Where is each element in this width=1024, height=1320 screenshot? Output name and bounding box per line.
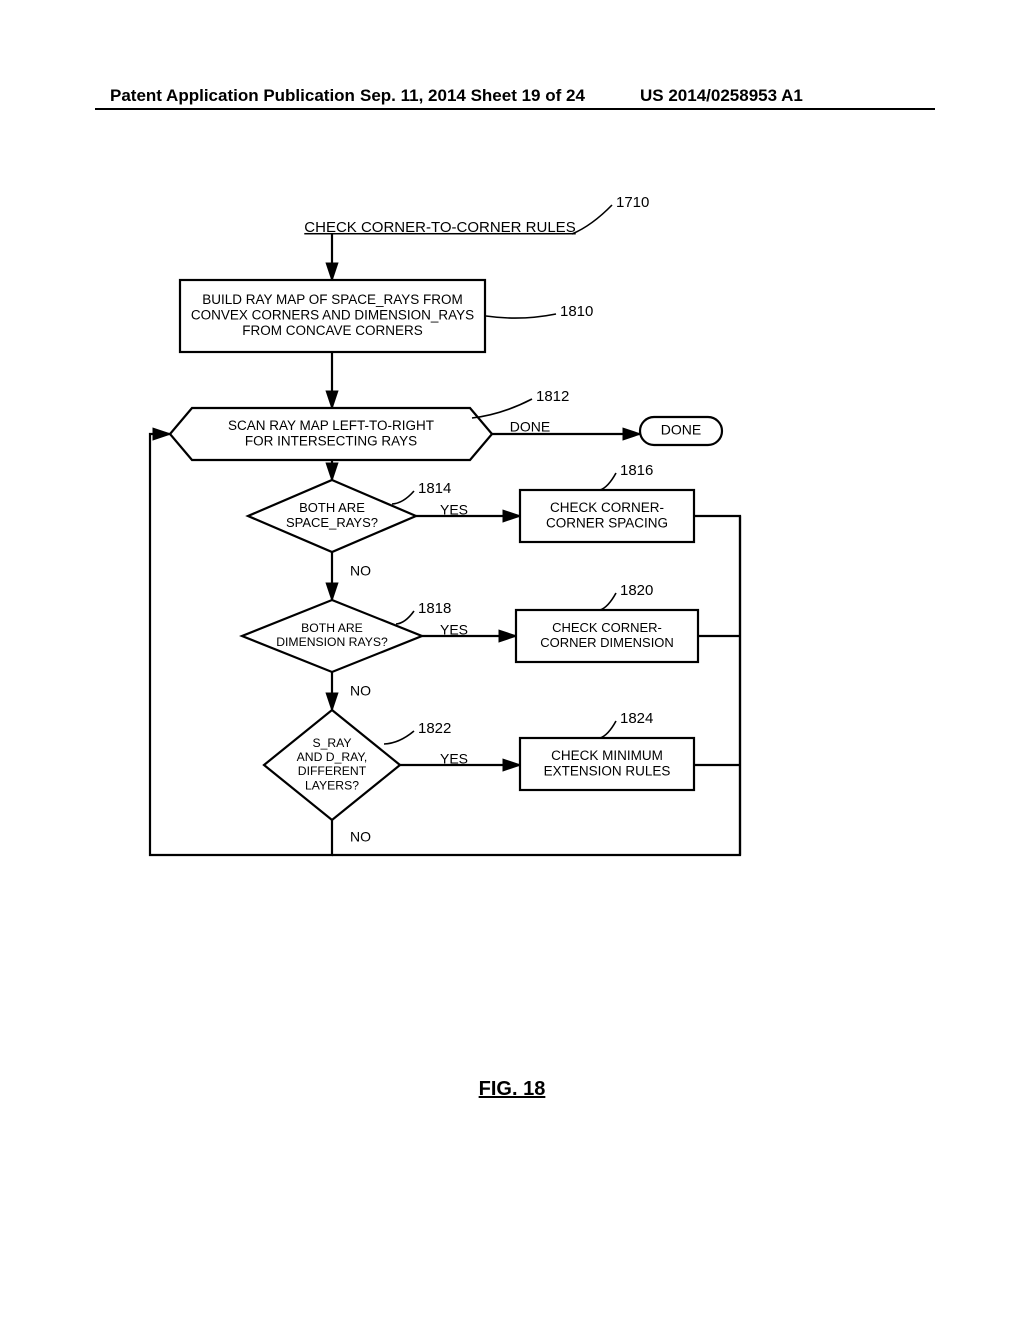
svg-text:CONVEX CORNERS AND DIMENSION_R: CONVEX CORNERS AND DIMENSION_RAYS [191, 308, 474, 323]
svg-text:DONE: DONE [510, 419, 550, 435]
svg-text:BOTH ARE: BOTH ARE [299, 500, 365, 515]
figure-label: FIG. 18 [0, 1078, 1024, 1101]
svg-text:YES: YES [440, 751, 468, 767]
svg-text:LAYERS?: LAYERS? [305, 778, 359, 792]
svg-text:CORNER SPACING: CORNER SPACING [546, 515, 668, 530]
svg-text:1812: 1812 [536, 388, 569, 405]
svg-text:CHECK CORNER-: CHECK CORNER- [550, 500, 664, 515]
svg-text:AND D_RAY,: AND D_RAY, [297, 750, 368, 764]
svg-text:DONE: DONE [661, 422, 701, 438]
svg-text:1814: 1814 [418, 480, 451, 497]
svg-text:DIFFERENT: DIFFERENT [298, 764, 367, 778]
svg-text:NO: NO [350, 683, 371, 699]
svg-text:NO: NO [350, 829, 371, 845]
svg-text:SCAN RAY MAP LEFT-TO-RIGHT: SCAN RAY MAP LEFT-TO-RIGHT [228, 418, 434, 433]
svg-text:CHECK MINIMUM: CHECK MINIMUM [551, 748, 663, 763]
svg-text:CHECK CORNER-TO-CORNER RULES: CHECK CORNER-TO-CORNER RULES [304, 219, 575, 236]
svg-text:1816: 1816 [620, 462, 653, 479]
svg-text:1818: 1818 [418, 600, 451, 617]
svg-text:FROM CONCAVE CORNERS: FROM CONCAVE CORNERS [242, 323, 423, 338]
svg-text:YES: YES [440, 622, 468, 638]
flowchart-svg: CHECK CORNER-TO-CORNER RULES 1710 BUILD RA… [0, 0, 1024, 1320]
svg-text:NO: NO [350, 563, 371, 579]
svg-text:1710: 1710 [616, 194, 649, 211]
svg-text:CORNER DIMENSION: CORNER DIMENSION [540, 635, 674, 650]
svg-text:1810: 1810 [560, 303, 593, 320]
svg-text:1824: 1824 [620, 710, 653, 727]
svg-text:EXTENSION RULES: EXTENSION RULES [544, 763, 671, 778]
svg-text:FOR INTERSECTING RAYS: FOR INTERSECTING RAYS [245, 433, 417, 448]
svg-text:BOTH ARE: BOTH ARE [301, 621, 363, 635]
svg-text:1820: 1820 [620, 582, 653, 599]
page: Patent Application Publication Sep. 11, … [0, 0, 1024, 1320]
svg-text:CHECK CORNER-: CHECK CORNER- [552, 620, 662, 635]
svg-text:S_RAY: S_RAY [312, 736, 351, 750]
svg-text:YES: YES [440, 502, 468, 518]
svg-text:1822: 1822 [418, 720, 451, 737]
svg-text:SPACE_RAYS?: SPACE_RAYS? [286, 515, 378, 530]
svg-text:DIMENSION RAYS?: DIMENSION RAYS? [276, 635, 388, 649]
svg-text:BUILD RAY MAP OF SPACE_RAYS FR: BUILD RAY MAP OF SPACE_RAYS FROM [202, 292, 463, 307]
